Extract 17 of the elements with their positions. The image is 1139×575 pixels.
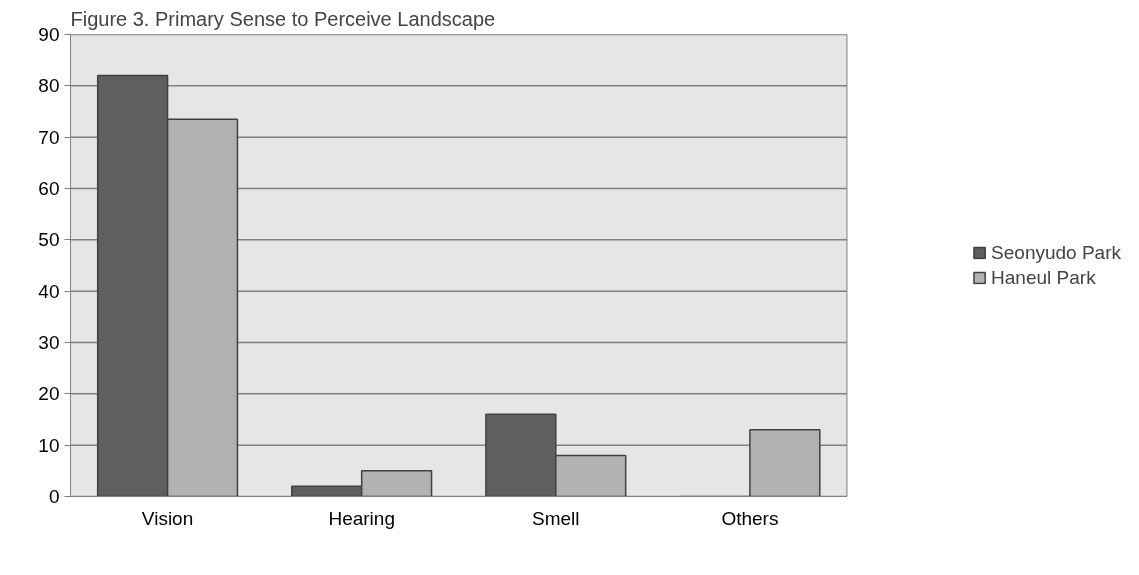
legend-label: Seonyudo Park: [991, 241, 1121, 264]
y-tick-label: 80: [38, 75, 60, 97]
y-tick-label: 50: [38, 229, 60, 251]
chart-title: Figure 3. Primary Sense to Perceive Landscape: [70, 7, 496, 30]
y-tick-label: 70: [38, 126, 60, 148]
y-tick-label: 30: [38, 332, 60, 353]
y-tick-label: 10: [38, 434, 60, 456]
x-tick-label: Hearing: [328, 507, 395, 529]
x-tick-label: Others: [721, 507, 779, 529]
y-tick-label: 0: [48, 486, 60, 507]
y-tick-label: 90: [38, 24, 60, 45]
legend-label: Haneul Park: [991, 266, 1096, 289]
x-tick-label: Smell: [532, 507, 580, 529]
y-tick-label: 20: [38, 383, 60, 405]
y-tick-label: 60: [38, 178, 60, 199]
x-tick-label: Vision: [141, 507, 194, 529]
y-tick-label: 40: [38, 280, 60, 302]
